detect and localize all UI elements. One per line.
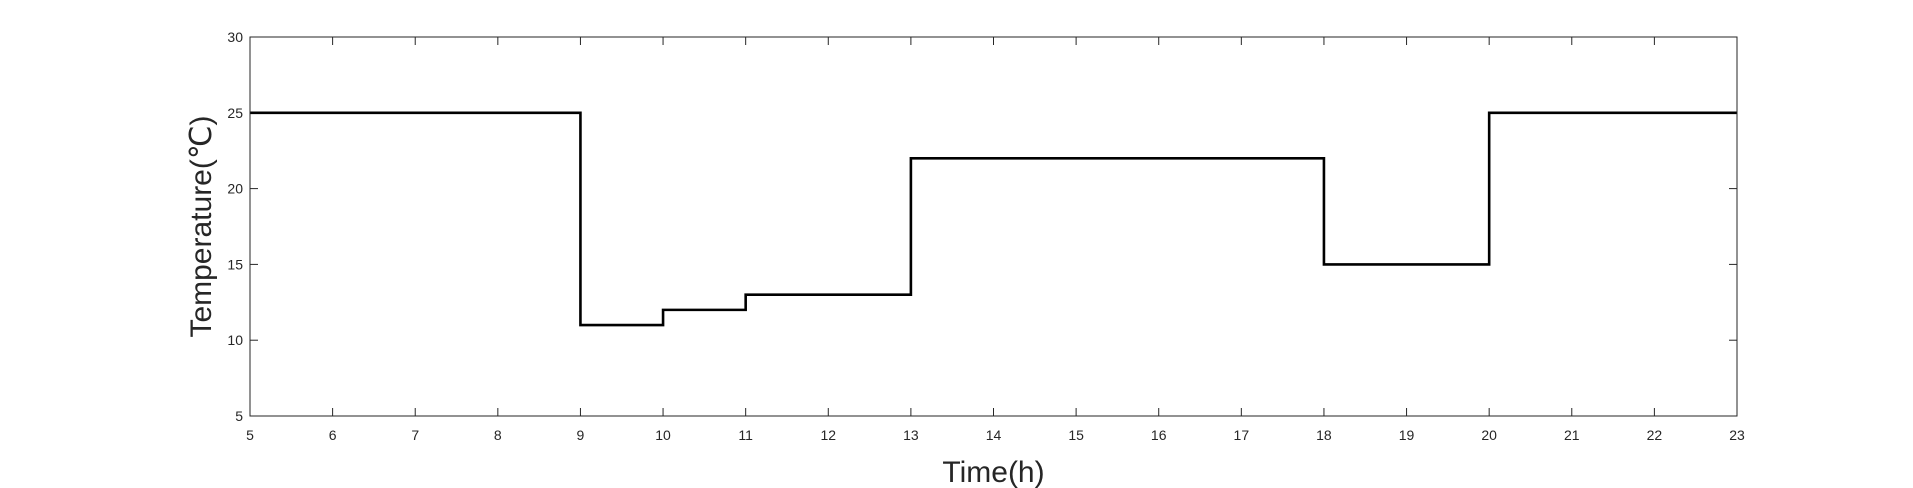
y-tick-label: 30 [227,29,243,45]
y-tick-label: 10 [227,332,243,348]
y-tick-label: 25 [227,105,243,121]
y-tick-label: 5 [235,408,243,424]
x-tick-label: 11 [738,427,753,443]
y-tick-label: 20 [227,181,243,197]
x-tick-label: 18 [1316,427,1332,443]
y-tick-label: 15 [227,256,243,272]
x-tick-label: 16 [1151,427,1167,443]
y-axis-title: Temperature(℃) [185,115,218,337]
x-tick-label: 14 [986,427,1002,443]
x-tick-label: 19 [1399,427,1415,443]
x-tick-label: 13 [903,427,919,443]
x-tick-label: 12 [820,427,836,443]
tick-labels-layer: 5 6 7 8 9 10 11 12 13 14 15 16 17 18 19 20 21 22 23 5 10 15 20… [227,29,1745,443]
ticks-layer [249,36,1738,417]
x-tick-label: 8 [494,427,502,443]
x-tick-label: 6 [329,427,337,443]
x-tick-label: 22 [1647,427,1663,443]
x-axis-title: Time(h) [942,456,1044,488]
x-tick-label: 20 [1481,427,1497,443]
x-tick-label: 23 [1729,427,1745,443]
x-tick-label: 17 [1234,427,1250,443]
x-tick-label: 21 [1564,427,1580,443]
plot-frame [249,36,1738,417]
x-tick-label: 5 [246,427,254,443]
x-tick-label: 15 [1068,427,1084,443]
x-tick-label: 9 [577,427,585,443]
x-tick-label: 7 [411,427,419,443]
x-tick-label: 10 [655,427,671,443]
temperature-series-line [250,111,1737,327]
